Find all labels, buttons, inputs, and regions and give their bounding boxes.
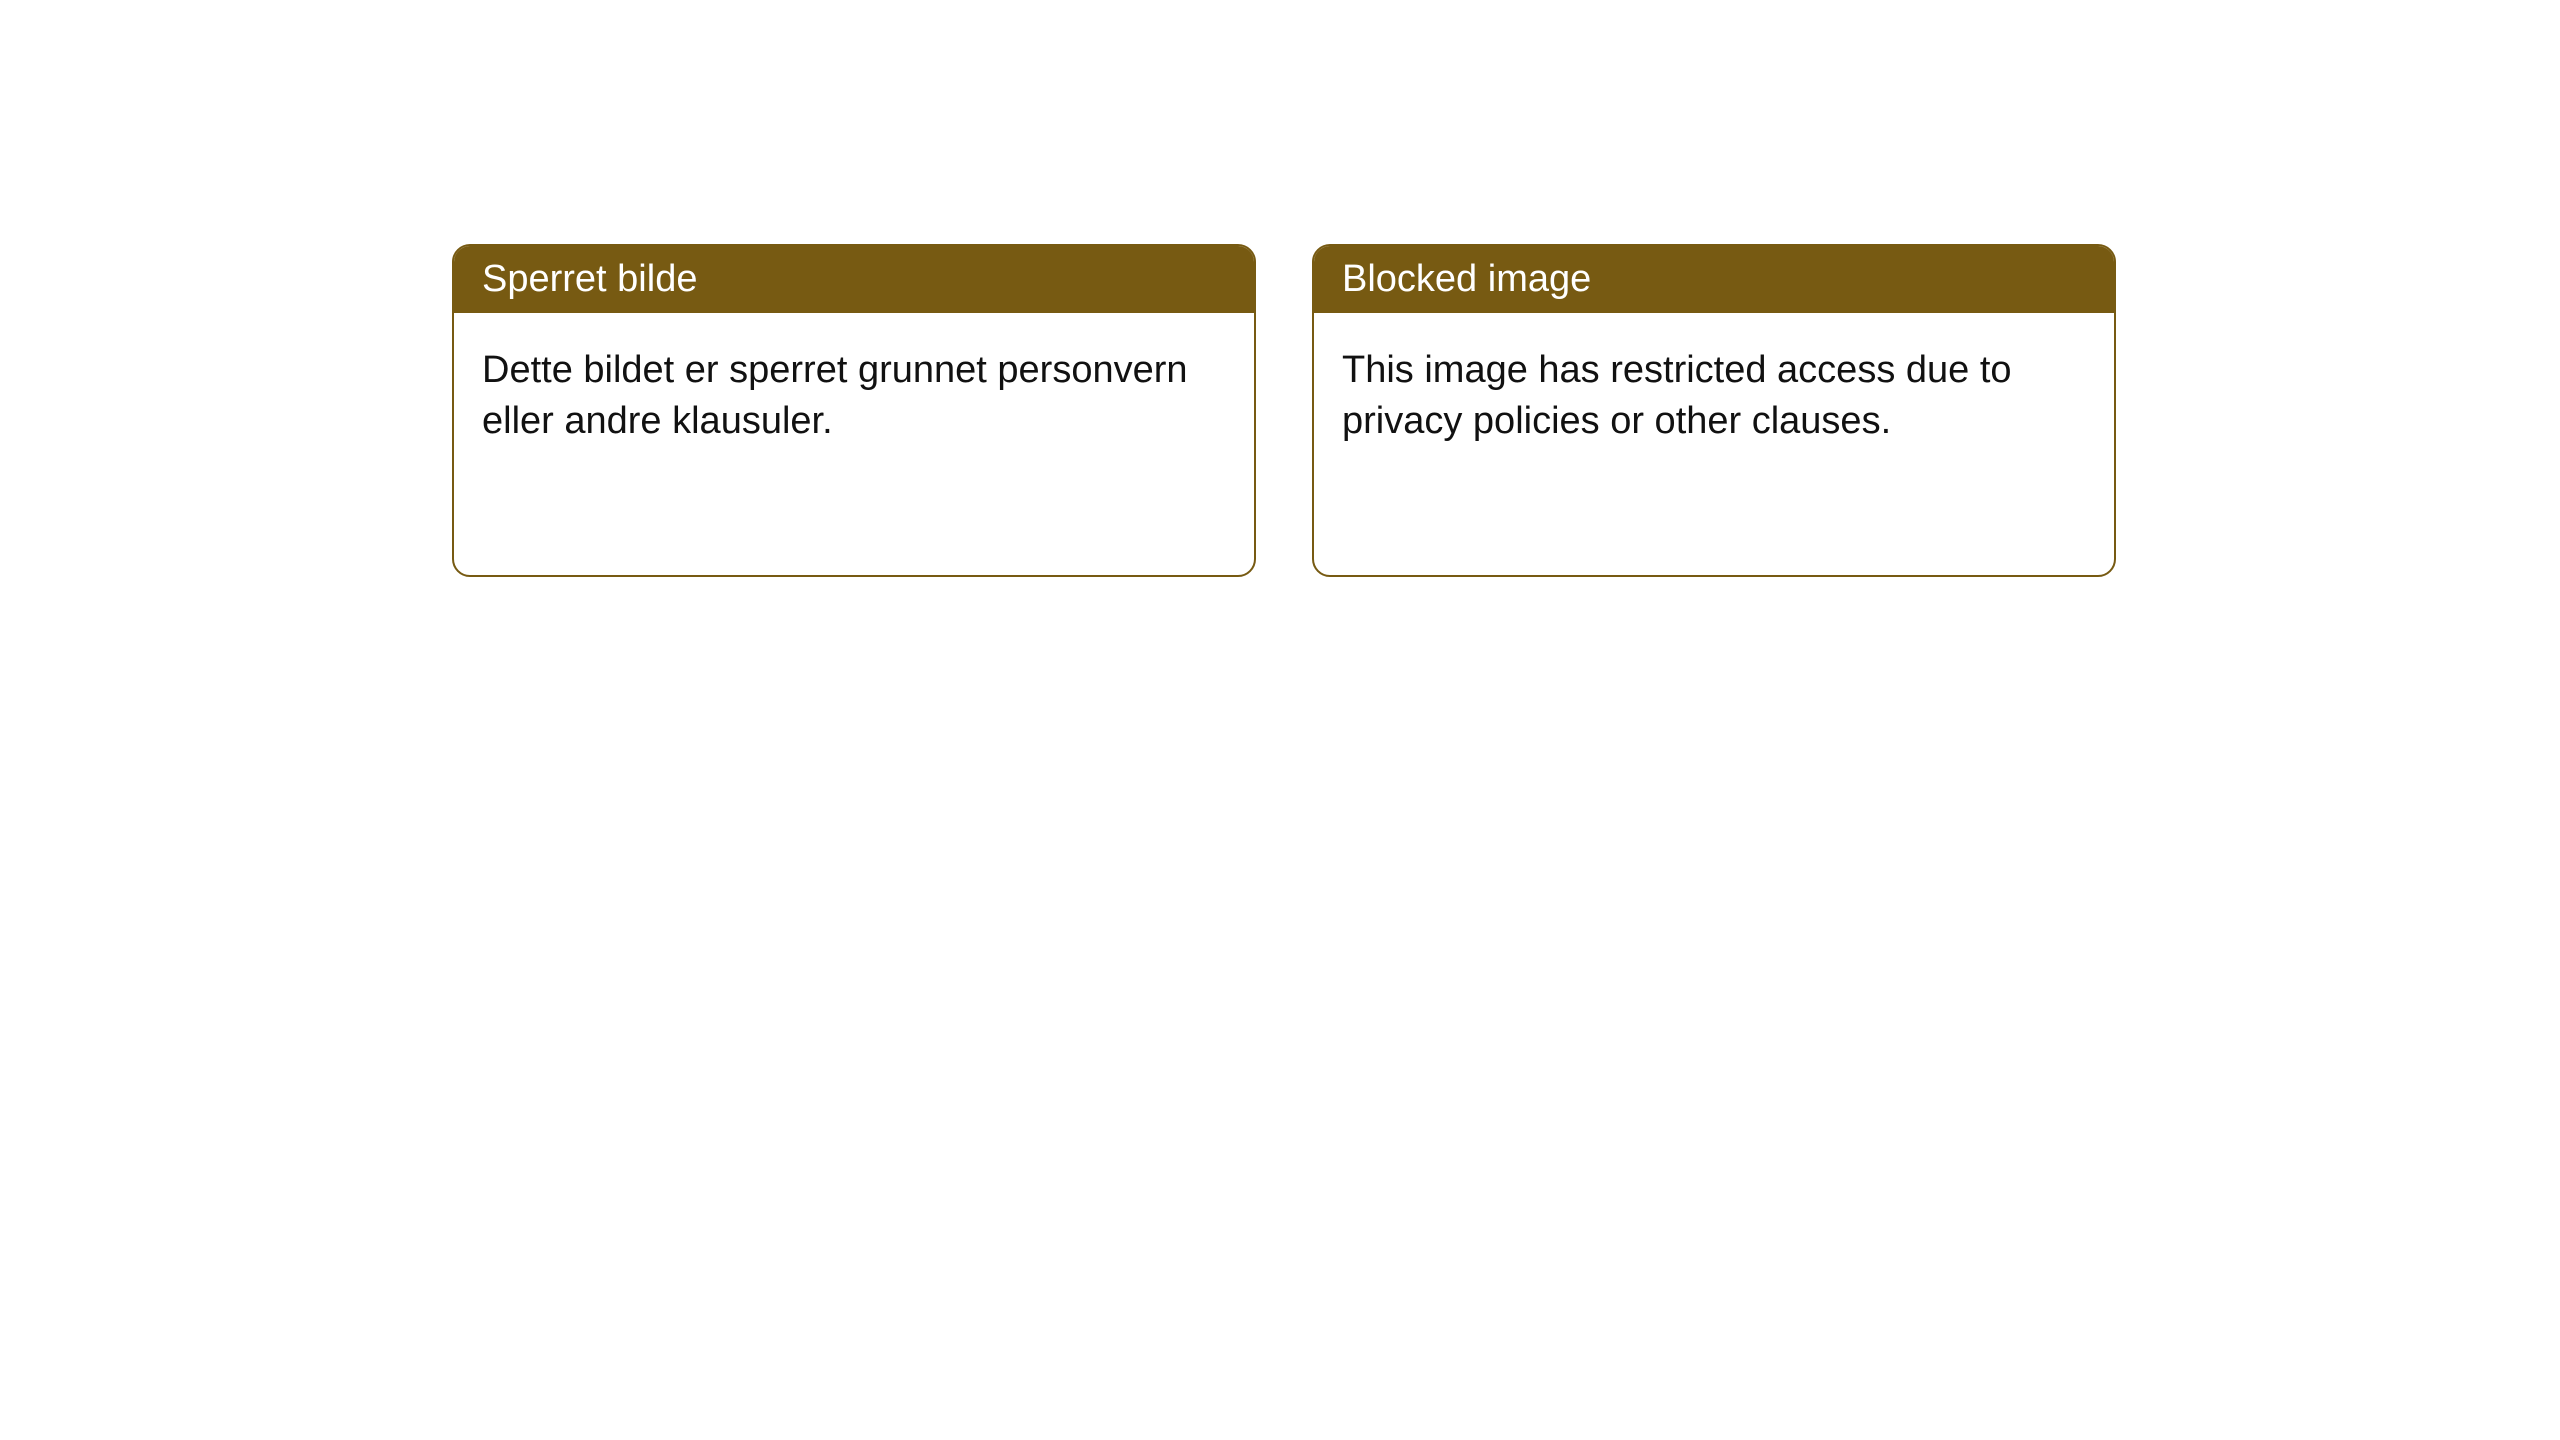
notice-card-header: Sperret bilde xyxy=(454,246,1254,313)
notice-card-body: This image has restricted access due to … xyxy=(1314,313,2114,480)
notice-card-norwegian: Sperret bilde Dette bildet er sperret gr… xyxy=(452,244,1256,577)
notice-card-title: Sperret bilde xyxy=(482,258,697,300)
notice-card-body-text: Dette bildet er sperret grunnet personve… xyxy=(482,349,1188,442)
notice-card-body-text: This image has restricted access due to … xyxy=(1342,349,2012,442)
notice-card-english: Blocked image This image has restricted … xyxy=(1312,244,2116,577)
notice-card-body: Dette bildet er sperret grunnet personve… xyxy=(454,313,1254,480)
notice-cards-container: Sperret bilde Dette bildet er sperret gr… xyxy=(0,0,2560,577)
notice-card-header: Blocked image xyxy=(1314,246,2114,313)
notice-card-title: Blocked image xyxy=(1342,258,1591,300)
